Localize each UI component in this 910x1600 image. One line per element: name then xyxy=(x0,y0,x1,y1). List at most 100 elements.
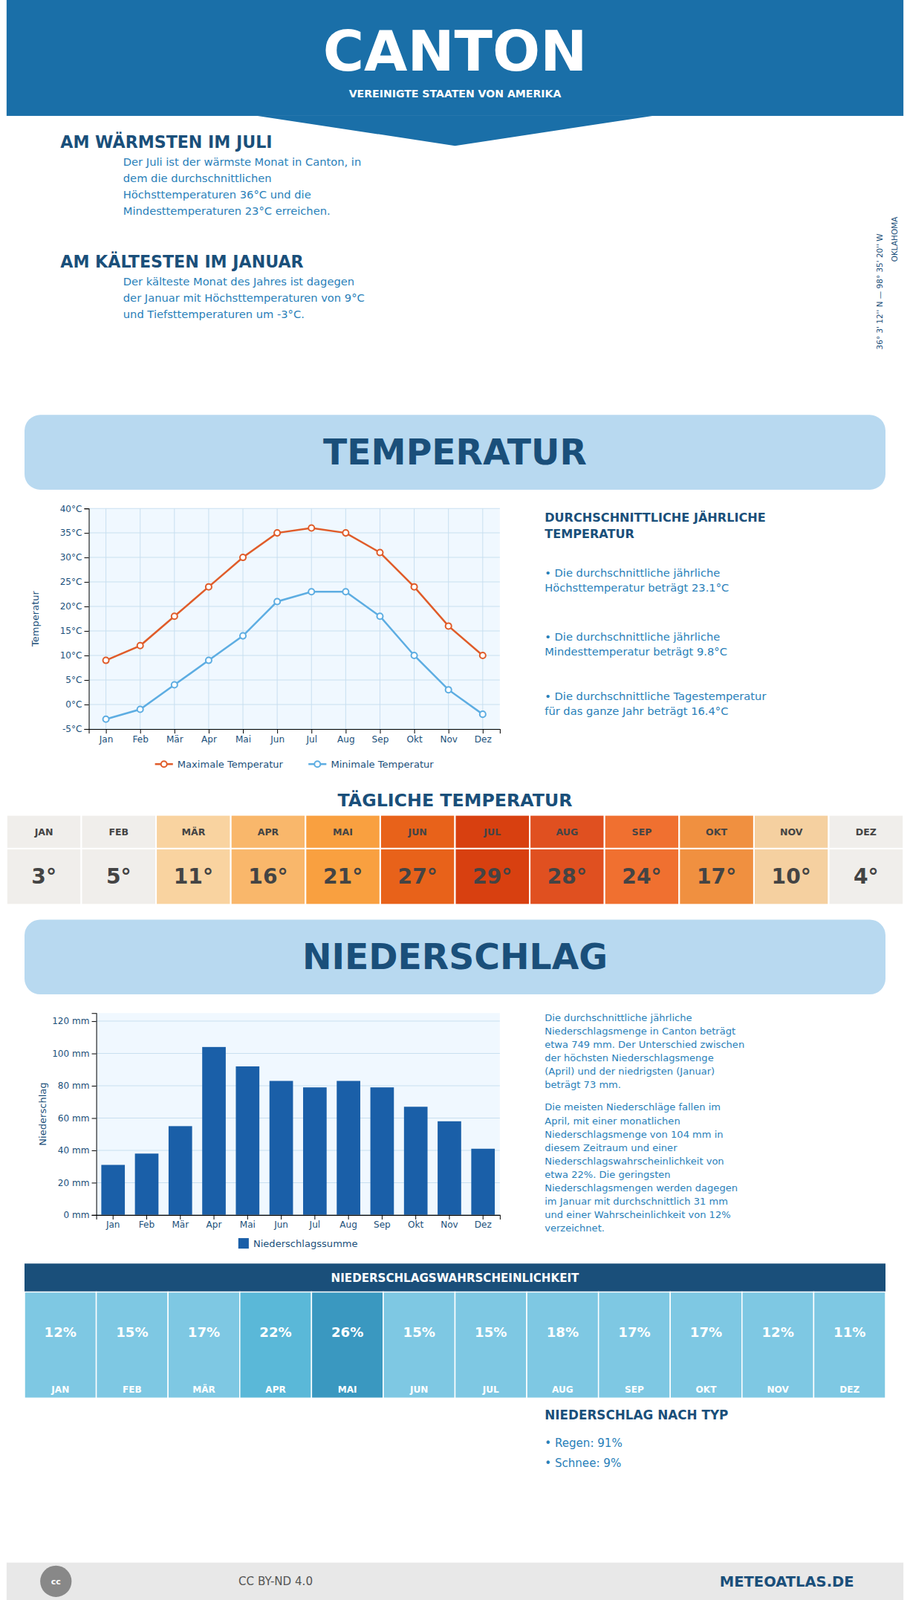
bar xyxy=(101,1164,125,1215)
text-line: APR xyxy=(265,1383,286,1395)
tick-label: 5°C xyxy=(65,674,82,685)
tick-label: Mai xyxy=(239,1219,256,1230)
data-label: 12% xyxy=(44,1323,77,1340)
text-line: 29° xyxy=(472,863,512,889)
tick-label: 40 mm xyxy=(57,1144,90,1156)
y-tick: 0 mm xyxy=(63,1209,97,1220)
tick-mark xyxy=(415,1214,416,1220)
data-label: 15% xyxy=(474,1323,507,1340)
tick-label: 80 mm xyxy=(57,1080,90,1091)
text-line: 12% xyxy=(761,1323,794,1340)
point xyxy=(137,642,144,649)
tick-mark xyxy=(92,1149,97,1151)
data-label: 18% xyxy=(546,1323,579,1340)
text-line: 27° xyxy=(398,863,438,889)
point xyxy=(274,598,281,604)
x-tick: Mai xyxy=(235,728,252,745)
legend-item: Maximale Temperatur xyxy=(155,758,284,770)
tick-mark xyxy=(277,728,278,734)
tile xyxy=(598,1291,671,1398)
bar xyxy=(303,1086,327,1215)
data-label: 17% xyxy=(690,1323,723,1340)
x-tick: Jun xyxy=(269,728,285,745)
annotation: CC BY-ND 4.0 xyxy=(238,1574,313,1588)
point xyxy=(274,529,281,536)
text-line: AUG xyxy=(551,1383,574,1395)
data-label: 26% xyxy=(331,1323,364,1340)
text-line: AM WÄRMSTEN IM JULI xyxy=(60,131,272,152)
tile xyxy=(167,1291,240,1398)
annotation: Der Juli ist der wärmste Monat in Canton… xyxy=(123,155,362,217)
page: CANTONVEREINIGTE STAATEN VON AMERIKAAM W… xyxy=(0,0,910,1600)
point xyxy=(342,588,349,595)
tick-mark xyxy=(83,655,89,656)
text-line: Maximale Temperatur xyxy=(177,758,284,770)
category-label: APR xyxy=(257,826,280,838)
text-line: der Januar mit Höchsttemperaturen von 9°… xyxy=(123,291,365,304)
tile xyxy=(529,848,605,905)
category-label: AUG xyxy=(551,1383,574,1395)
text-line: METEOATLAS.DE xyxy=(719,1572,855,1590)
data-label: 15% xyxy=(403,1323,436,1340)
bar xyxy=(235,1066,260,1215)
text-line: JAN xyxy=(50,1383,70,1395)
text-line: der höchsten Niederschlagsmenge xyxy=(544,1051,714,1064)
axis-title: Niederschlag xyxy=(37,1081,49,1145)
point xyxy=(137,706,144,713)
page-title: CANTON xyxy=(323,18,588,84)
text-line: 15% xyxy=(115,1323,148,1340)
category-label: NOV xyxy=(766,1383,789,1395)
grid-line xyxy=(447,508,449,729)
tick-label: 120 mm xyxy=(52,1015,90,1026)
x-tick: Dez xyxy=(474,1214,492,1231)
point xyxy=(479,652,486,659)
point xyxy=(411,583,418,590)
annotation-title: NIEDERSCHLAG NACH TYP xyxy=(544,1406,728,1422)
point xyxy=(342,529,349,536)
tick-mark xyxy=(92,1181,97,1183)
data-label: 16° xyxy=(248,863,288,889)
x-tick: Aug xyxy=(339,1214,358,1231)
bar xyxy=(404,1106,428,1215)
text-line: AM KÄLTESTEN IM JANUAR xyxy=(60,251,304,272)
tick-label: 60 mm xyxy=(57,1112,90,1124)
tick-label: 100 mm xyxy=(52,1048,90,1059)
tick-mark xyxy=(146,1214,148,1220)
tick-label: Nov xyxy=(440,1219,459,1230)
tick-mark xyxy=(112,1214,114,1220)
section-header xyxy=(24,414,886,490)
bar xyxy=(269,1080,294,1215)
text-line: Mindesttemperatur beträgt 9.8°C xyxy=(544,644,728,658)
annotation-title: AM WÄRMSTEN IM JULI xyxy=(60,131,272,152)
tick-mark xyxy=(83,557,89,558)
annotation: OKLAHOMA xyxy=(889,216,899,262)
grid-line xyxy=(89,508,500,509)
y-tick: 40 mm xyxy=(57,1144,97,1156)
x-tick: Jul xyxy=(309,1214,321,1231)
data-label: 10° xyxy=(771,863,812,889)
tick-mark xyxy=(208,728,210,734)
legend-label: Minimale Temperatur xyxy=(330,758,434,770)
tick-mark xyxy=(83,508,89,509)
text-line: (April) und der niedrigsten (Januar) xyxy=(544,1065,715,1077)
tick-mark xyxy=(92,1053,97,1055)
text-line: 17% xyxy=(187,1323,220,1340)
tick-mark xyxy=(280,1214,282,1220)
bar xyxy=(370,1086,395,1215)
category-label: MAI xyxy=(332,826,353,838)
text-line: 22% xyxy=(259,1323,292,1340)
tick-mark xyxy=(83,532,89,534)
y-tick: 35°C xyxy=(60,527,90,538)
tick-label: Jul xyxy=(305,733,318,745)
data-label: 4° xyxy=(853,863,879,889)
text-line: für das ganze Jahr beträgt 16.4°C xyxy=(544,704,728,717)
legend-label: Niederschlagssumme xyxy=(253,1237,359,1249)
annotation: • Schnee: 9% xyxy=(544,1456,622,1470)
tick-label: Jul xyxy=(309,1219,321,1230)
y-tick: 5°C xyxy=(65,674,89,685)
text-line: und Tiefsttemperaturen um -3°C. xyxy=(123,307,305,321)
tick-label: Sep xyxy=(372,733,390,745)
text-line: 26% xyxy=(331,1323,364,1340)
text-line: DURCHSCHNITTLICHE JÄHRLICHE xyxy=(544,510,766,525)
license-icon xyxy=(40,1565,72,1597)
